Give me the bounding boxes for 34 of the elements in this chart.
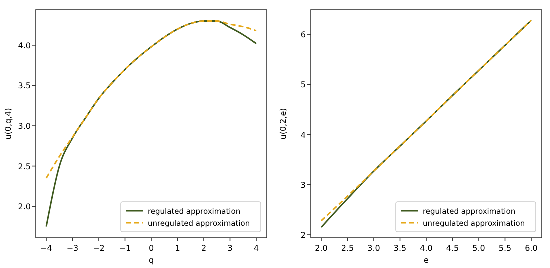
line-series	[46, 20, 258, 180]
x-tick-label: 2.0	[315, 244, 328, 253]
x-tick-label: 4.0	[420, 244, 433, 253]
line-series	[46, 20, 258, 228]
y-tick-label: 4.0	[18, 41, 31, 50]
y-tick-label: 3	[300, 180, 306, 190]
x-tick-label: 5.5	[498, 244, 512, 253]
x-axis-title: e	[424, 256, 430, 265]
x-tick-label: 4.5	[446, 244, 460, 253]
x-tick-label: −1	[119, 244, 132, 253]
y-tick-label: 2.0	[18, 202, 31, 212]
y-tick-label: 2	[300, 230, 306, 240]
y-tick-label: 2.5	[18, 162, 31, 172]
x-tick-label: 3.0	[368, 244, 380, 253]
x-tick-label: 6.0	[525, 244, 538, 253]
y-axis-title: u(0,2,e)	[279, 108, 288, 140]
x-tick-label: 4	[254, 244, 260, 253]
x-axis-title: q	[148, 256, 154, 265]
x-tick-label: −4	[40, 244, 52, 253]
x-tick-label: −3	[66, 244, 79, 253]
x-tick-label: 3	[228, 244, 233, 253]
y-tick-label: 6	[300, 30, 306, 40]
x-tick-label: −2	[93, 244, 105, 253]
x-tick-label: 2.5	[341, 244, 354, 253]
y-tick-label: 3.5	[18, 82, 31, 91]
x-tick-label: 2	[201, 244, 207, 253]
x-tick-label: 3.5	[394, 244, 407, 253]
x-tick-label: 5.0	[472, 244, 486, 253]
y-tick-label: 3.0	[18, 122, 31, 132]
y-tick-label: 5	[300, 80, 306, 90]
x-tick-label: 1	[175, 244, 180, 253]
x-tick-label: 0	[148, 244, 154, 253]
y-tick-label: 4	[300, 130, 306, 140]
y-axis-title: u(0,q,4)	[4, 108, 13, 140]
